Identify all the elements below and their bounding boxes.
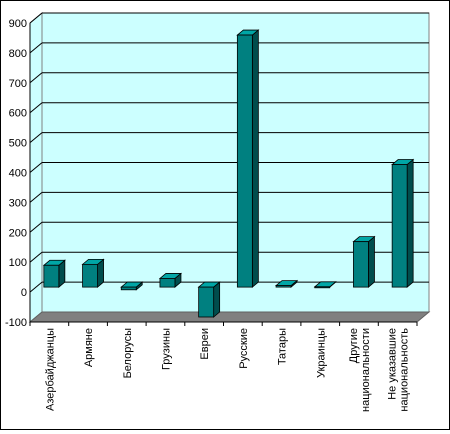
bar-9 bbox=[352, 235, 376, 288]
bar-side bbox=[213, 281, 221, 318]
bar-front bbox=[198, 286, 215, 318]
y-tick-label: 100 bbox=[9, 257, 27, 269]
bar-3 bbox=[120, 281, 144, 291]
x-tick-label: Белорусы bbox=[122, 328, 134, 379]
x-tick-label: Грузины bbox=[160, 328, 172, 370]
bar-7 bbox=[274, 279, 299, 288]
x-tick-label: национальность bbox=[399, 328, 411, 412]
y-tick-label: -100 bbox=[5, 317, 27, 329]
x-tick-label: Не указавшие bbox=[387, 328, 399, 400]
plot-floor bbox=[28, 311, 431, 323]
x-tick-label: Русские bbox=[238, 328, 250, 369]
gridline-side bbox=[29, 12, 43, 24]
bar-front bbox=[82, 263, 98, 288]
x-tick-label: Татары bbox=[277, 328, 289, 365]
gridline-side bbox=[29, 221, 43, 233]
gridline-side bbox=[29, 42, 43, 54]
gridline-side bbox=[29, 162, 43, 173]
x-tick-label: Евреи bbox=[199, 328, 211, 360]
x-tick-label: национальности bbox=[360, 328, 372, 412]
bar-front bbox=[314, 286, 331, 289]
bar-front bbox=[159, 278, 176, 288]
bar-side bbox=[368, 235, 375, 288]
bar-8 bbox=[313, 280, 337, 289]
y-tick-label: 700 bbox=[9, 78, 27, 90]
bar-front bbox=[120, 286, 137, 291]
x-tick-label: Армяне bbox=[83, 328, 95, 367]
gridline-side bbox=[29, 102, 43, 114]
bar-1 bbox=[42, 259, 66, 288]
x-tick-label: Украинцы bbox=[315, 328, 327, 378]
bar-front bbox=[391, 164, 408, 288]
bar-side bbox=[251, 29, 259, 288]
bar-front bbox=[353, 241, 369, 288]
bar-5 bbox=[197, 281, 221, 318]
gridline-side bbox=[29, 192, 43, 203]
bar-side bbox=[406, 158, 414, 288]
y-tick-label: 600 bbox=[9, 108, 27, 120]
bar-4 bbox=[158, 272, 183, 288]
x-tick-label: Азербайджанцы bbox=[44, 328, 56, 411]
bar-front bbox=[236, 34, 253, 288]
y-tick-label: 800 bbox=[9, 48, 27, 60]
bar-front bbox=[275, 285, 292, 288]
gridline-side bbox=[29, 132, 43, 143]
gridline-side bbox=[29, 72, 43, 84]
gridline-side bbox=[29, 251, 43, 263]
gridline-side bbox=[29, 281, 43, 293]
y-tick-label: 500 bbox=[9, 138, 27, 150]
y-tick-label: 200 bbox=[9, 227, 27, 239]
y-tick-label: 0 bbox=[21, 287, 27, 299]
bar-2 bbox=[81, 258, 105, 288]
y-tick-label: 400 bbox=[9, 168, 27, 180]
y-tick-label: 300 bbox=[9, 197, 27, 209]
y-tick-label: 900 bbox=[9, 18, 27, 30]
bar-front bbox=[43, 264, 60, 288]
bar-6 bbox=[236, 29, 260, 288]
bar-10 bbox=[391, 158, 415, 288]
x-tick-label: Другие bbox=[348, 328, 360, 363]
